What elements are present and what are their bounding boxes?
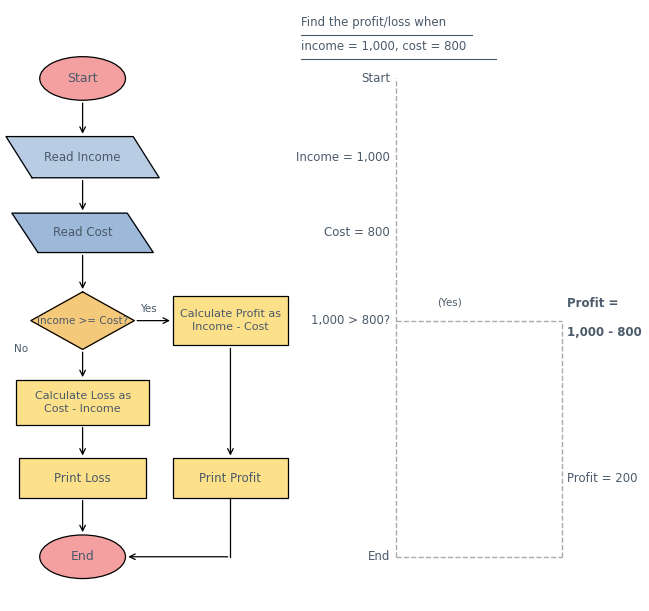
Text: End: End (71, 551, 95, 563)
Text: Calculate Loss as
Cost - Income: Calculate Loss as Cost - Income (34, 391, 130, 414)
Text: Read Cost: Read Cost (53, 226, 112, 240)
Text: No: No (14, 345, 28, 354)
Text: income = 1,000, cost = 800: income = 1,000, cost = 800 (301, 40, 467, 53)
Text: Calculate Profit as
Income - Cost: Calculate Profit as Income - Cost (180, 309, 281, 332)
Text: (Yes): (Yes) (437, 298, 461, 307)
Text: Start: Start (361, 72, 390, 85)
Text: End: End (368, 551, 390, 563)
FancyBboxPatch shape (16, 380, 149, 425)
Text: Read Income: Read Income (44, 151, 121, 164)
Text: Profit =: Profit = (567, 297, 619, 310)
Text: Cost = 800: Cost = 800 (324, 226, 390, 240)
Text: Start: Start (67, 72, 98, 85)
FancyBboxPatch shape (19, 458, 146, 498)
Polygon shape (31, 292, 134, 349)
Polygon shape (12, 213, 153, 252)
Text: Print Loss: Print Loss (55, 472, 111, 485)
Text: Income = 1,000: Income = 1,000 (296, 151, 390, 164)
Ellipse shape (40, 535, 125, 579)
Polygon shape (6, 137, 159, 178)
Text: Income >= Cost?: Income >= Cost? (37, 316, 128, 326)
Text: 1,000 - 800: 1,000 - 800 (567, 326, 643, 339)
Text: 1,000 > 800?: 1,000 > 800? (311, 314, 390, 327)
Text: Yes: Yes (140, 304, 157, 314)
FancyBboxPatch shape (173, 458, 288, 498)
FancyBboxPatch shape (173, 296, 288, 345)
Text: Profit = 200: Profit = 200 (567, 472, 638, 485)
Text: Find the profit/loss when: Find the profit/loss when (301, 16, 447, 29)
Text: Print Profit: Print Profit (199, 472, 262, 485)
Ellipse shape (40, 57, 125, 100)
